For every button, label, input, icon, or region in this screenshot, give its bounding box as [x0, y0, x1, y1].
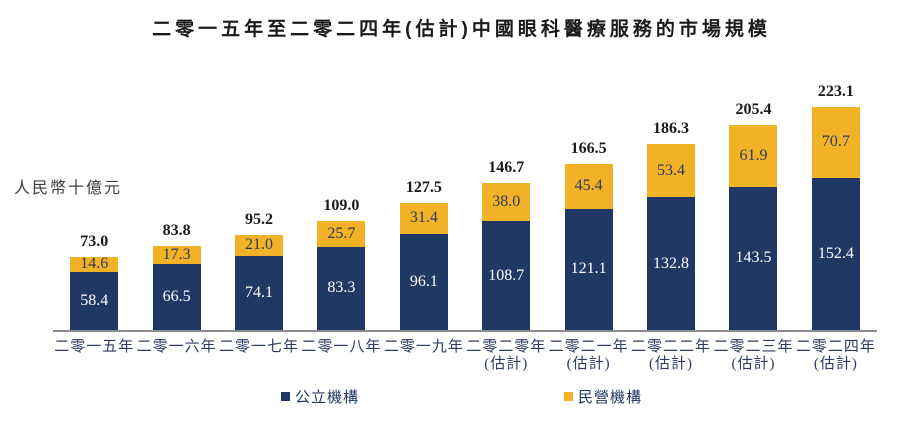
stacked-bar: 31.4 96.1: [399, 202, 448, 330]
y-axis-unit-label: 人民幣十億元: [14, 180, 123, 197]
x-tick-label: 二零一七年: [218, 339, 300, 373]
x-tick-year: 二零一六年: [136, 339, 217, 355]
legend-item: 民營機構: [564, 386, 642, 407]
bar-group: 223.1 70.7 152.4: [795, 60, 877, 330]
public-segment: 143.5: [729, 186, 778, 330]
bar-total-label: 109.0: [323, 197, 360, 215]
bar-group: 127.5 31.4 96.1: [383, 60, 465, 330]
private-segment: 31.4: [399, 202, 448, 234]
bar-total-label: 166.5: [570, 139, 607, 157]
x-tick-estimate-note: (估計): [566, 356, 611, 372]
x-tick-estimate-note: (估計): [731, 356, 776, 372]
x-tick-year: 二零一七年: [219, 339, 300, 355]
bar-group: 95.2 21.0 74.1: [218, 60, 300, 330]
private-segment: 14.6: [70, 256, 119, 272]
public-segment: 58.4: [70, 271, 119, 330]
bar-total-label: 83.8: [162, 222, 191, 240]
stacked-bar: 70.7 152.4: [811, 106, 860, 330]
legend-label: 民營機構: [578, 390, 643, 406]
bar-total-label: 223.1: [817, 82, 854, 100]
bar-group: 186.3 53.4 132.8: [630, 60, 712, 330]
x-tick-label: 二零二三年 (估計): [712, 339, 794, 373]
chart-legend: 公立機構 民營機構: [0, 386, 923, 407]
private-segment: 45.4: [564, 163, 613, 209]
x-tick-year: 二零二二年: [631, 339, 712, 355]
x-tick-label: 二零二四年 (估計): [795, 339, 877, 373]
x-axis-labels: 二零一五年 二零一六年 二零一七年 二零一八年 二零一九年 二零二零年 (估計) 二零二一年(…: [53, 339, 877, 373]
public-segment: 74.1: [235, 255, 284, 330]
bar-total-label: 95.2: [245, 210, 274, 228]
bar-group: 146.7 38.0 108.7: [465, 60, 547, 330]
chart-title: 二零一五年至二零二四年(估計)中國眼科醫療服務的市場規模: [152, 19, 771, 40]
public-segment: 108.7: [482, 221, 531, 330]
bar-group: 205.4 61.9 143.5: [712, 60, 794, 330]
x-tick-year: 二零一九年: [383, 339, 464, 355]
public-segment: 66.5: [152, 263, 201, 330]
private-segment: 25.7: [317, 221, 366, 247]
stacked-bar: 38.0 108.7: [482, 183, 531, 330]
bar-total-label: 186.3: [653, 119, 690, 137]
private-segment: 21.0: [235, 234, 284, 256]
bar-group: 109.0 25.7 83.3: [300, 60, 382, 330]
bar-total-label: 73.0: [80, 233, 109, 251]
x-tick-label: 二零二二年 (估計): [630, 339, 712, 373]
legend-label: 公立機構: [294, 390, 359, 406]
x-tick-label: 二零二零年 (估計): [465, 339, 547, 373]
x-tick-label: 二零一八年: [300, 339, 382, 373]
public-segment: 83.3: [317, 246, 366, 330]
x-tick-label: 二零一六年: [135, 339, 217, 373]
plot-area: 73.0 14.6 58.4 83.8 17.3 66.5 95.2 21.0 74.1 109.…: [53, 60, 877, 332]
x-tick-year: 二零二四年: [795, 339, 876, 355]
x-tick-year: 二零二一年: [548, 339, 629, 355]
x-tick-year: 二零二三年: [713, 339, 794, 355]
x-tick-label: 二零二一年 (估計): [547, 339, 629, 373]
public-segment: 121.1: [564, 208, 613, 330]
legend-swatch-icon: [280, 392, 290, 401]
x-tick-year: 二零二零年: [466, 339, 547, 355]
legend-swatch-icon: [564, 392, 573, 401]
stacked-bar: 53.4 132.8: [647, 143, 696, 330]
public-segment: 96.1: [399, 233, 448, 330]
x-tick-estimate-note: (估計): [484, 356, 529, 372]
stacked-bar: 21.0 74.1: [235, 234, 284, 330]
private-segment: 38.0: [482, 183, 531, 222]
bar-total-label: 205.4: [735, 100, 772, 118]
stacked-bar: 14.6 58.4: [70, 256, 119, 330]
x-tick-year: 二零一五年: [54, 339, 135, 355]
legend-item: 公立機構: [280, 386, 359, 407]
private-segment: 61.9: [729, 124, 778, 187]
x-tick-estimate-note: (估計): [813, 356, 858, 372]
bar-group: 73.0 14.6 58.4: [53, 60, 135, 330]
bar-group: 166.5 45.4 121.1: [547, 60, 629, 330]
x-tick-label: 二零一五年: [53, 339, 135, 373]
stacked-bar: 61.9 143.5: [729, 124, 778, 330]
x-tick-year: 二零一八年: [301, 339, 382, 355]
bar-group: 83.8 17.3 66.5: [135, 60, 217, 330]
private-segment: 17.3: [152, 246, 201, 264]
private-segment: 70.7: [811, 106, 860, 178]
bar-total-label: 146.7: [488, 159, 525, 177]
stacked-bar: 45.4 121.1: [564, 163, 613, 330]
public-segment: 132.8: [647, 197, 696, 330]
stacked-bar: 25.7 83.3: [317, 221, 366, 330]
private-segment: 53.4: [647, 143, 696, 198]
bar-total-label: 127.5: [405, 178, 442, 196]
stacked-bar: 17.3 66.5: [152, 246, 201, 330]
x-tick-estimate-note: (估計): [649, 356, 694, 372]
x-tick-label: 二零一九年: [383, 339, 465, 373]
public-segment: 152.4: [811, 177, 860, 330]
